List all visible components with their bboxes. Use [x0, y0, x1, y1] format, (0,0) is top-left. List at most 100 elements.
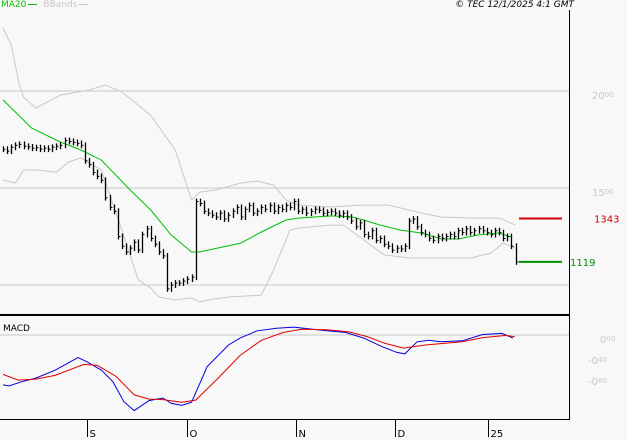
price-bar: [219, 210, 223, 221]
price-bar: [445, 233, 449, 242]
legend-ma20-swatch: [28, 4, 38, 5]
x-tick-label: N: [299, 429, 306, 440]
price-bar: [59, 142, 63, 150]
price-bar: [510, 233, 514, 250]
price-bar: [162, 249, 166, 259]
price-bar: [252, 202, 256, 217]
price-bar: [342, 210, 346, 219]
price-bar: [461, 227, 465, 236]
price-bar: [289, 202, 293, 211]
price-bar: [174, 280, 178, 288]
ma20-line: [2, 99, 512, 253]
price-bar: [350, 214, 354, 224]
macd-tick-label: -080: [588, 377, 607, 388]
price-bar: [412, 216, 416, 224]
legend-ma20: MA20: [1, 0, 27, 10]
price-bar: [473, 227, 477, 236]
price-bar: [400, 245, 404, 253]
macd-tick-label: 000: [600, 335, 615, 346]
price-bar: [498, 227, 502, 236]
price-bar: [154, 235, 158, 248]
price-bar: [437, 233, 441, 244]
price-bar: [486, 227, 490, 236]
macd-tick-label: -040: [588, 356, 607, 367]
price-bar: [68, 137, 72, 145]
price-bar: [182, 278, 186, 286]
price-bar: [269, 202, 273, 213]
price-bar: [64, 137, 68, 149]
price-bar: [264, 204, 268, 213]
price-bar: [207, 208, 211, 217]
price-bar: [125, 243, 129, 255]
price-bar: [141, 231, 145, 253]
legend-bbands: BBands: [43, 0, 78, 10]
price-bar: [285, 202, 289, 213]
price-bar: [211, 210, 215, 219]
price-bar: [76, 139, 80, 147]
price-bar: [375, 227, 379, 244]
x-tick-label: 25: [491, 429, 504, 440]
price-bar: [326, 209, 330, 217]
bband-lower-line: [2, 157, 516, 303]
price-bar: [178, 280, 182, 286]
price-bar: [355, 218, 359, 230]
level-label-resistance: 1343: [594, 214, 619, 225]
price-bar: [236, 204, 240, 215]
price-bar: [31, 143, 35, 152]
price-bar: [387, 241, 391, 250]
price-bar: [502, 229, 506, 242]
macd-title: MACD: [3, 324, 30, 334]
price-bar: [18, 141, 22, 149]
price-bar: [129, 245, 133, 255]
price-bar: [117, 208, 121, 240]
price-bar: [457, 227, 461, 240]
price-bar: [43, 145, 47, 153]
price-bar: [297, 198, 301, 215]
price-bar: [318, 206, 322, 214]
price-bar: [383, 235, 387, 248]
price-bar: [301, 206, 305, 215]
price-bar: [191, 274, 195, 283]
price-bar: [14, 142, 18, 151]
price-bar: [494, 227, 498, 238]
price-bar: [170, 282, 174, 292]
macd-signal-line: [2, 328, 515, 403]
price-bar: [146, 225, 150, 238]
price-bar: [27, 143, 31, 150]
price-bar: [371, 227, 375, 240]
price-bar: [84, 142, 88, 164]
price-bar: [363, 220, 367, 238]
price-bar: [150, 225, 154, 242]
price-bar: [158, 241, 162, 255]
price-bar: [10, 144, 14, 155]
price-bar: [281, 204, 285, 213]
price-bar: [166, 252, 170, 292]
price-bar: [113, 204, 117, 215]
x-tick-label: D: [398, 429, 406, 440]
price-bar: [322, 207, 326, 217]
price-bar: [478, 225, 482, 234]
price-bar: [490, 229, 494, 238]
price-bar: [469, 225, 473, 236]
price-bar: [515, 243, 519, 265]
price-bar: [314, 206, 318, 215]
price-bar: [6, 146, 10, 155]
price-bar: [51, 144, 55, 153]
price-bar: [121, 233, 125, 250]
price-bar: [416, 216, 420, 230]
price-bar: [104, 177, 108, 201]
price-bar: [133, 239, 137, 252]
price-bar: [293, 198, 297, 211]
price-bar: [428, 231, 432, 242]
price-bar: [244, 206, 248, 221]
price-bar: [396, 245, 400, 253]
price-bar: [441, 233, 445, 242]
price-bar: [408, 218, 412, 250]
price-bar: [72, 138, 76, 146]
price-bar: [424, 229, 428, 238]
price-bar: [453, 231, 457, 240]
price-tick-label: 1500: [592, 188, 614, 199]
copyright: © TEC 12/1/2025 4:1 GMT: [455, 0, 574, 10]
